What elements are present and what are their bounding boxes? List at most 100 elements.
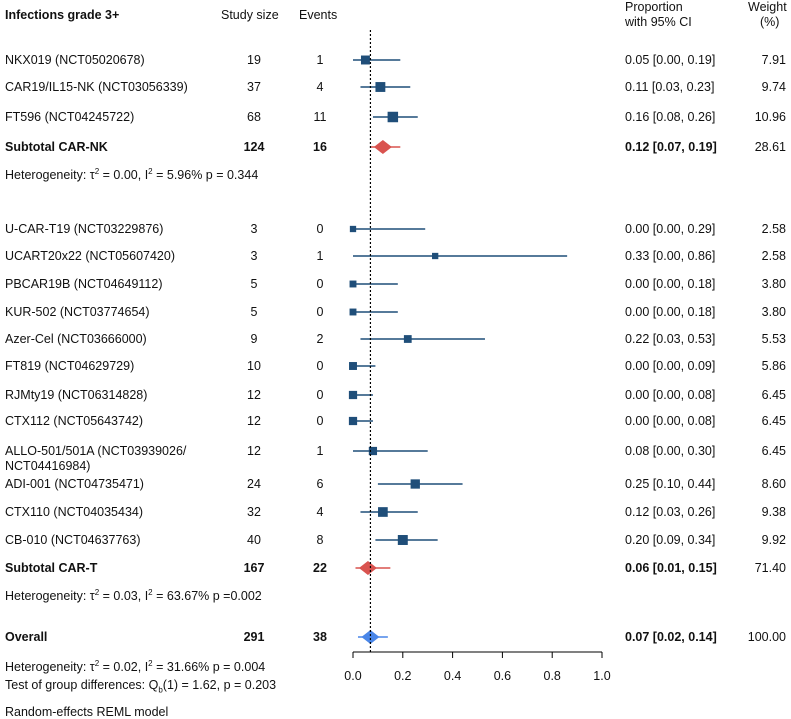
study-label: NKX019 (NCT05020678) <box>5 53 145 67</box>
study-label: CTX110 (NCT04035434) <box>5 505 144 519</box>
study-weight: 6.45 <box>761 388 786 402</box>
study-label: CAR19/IL15-NK (NCT03056339) <box>5 80 188 94</box>
study-ci-text: 0.00 [0.00, 0.09] <box>625 359 716 373</box>
estimate-square <box>397 535 408 545</box>
subtotal-ci-text: 0.12 [0.07, 0.19] <box>625 140 717 154</box>
study-weight: 7.91 <box>761 53 786 67</box>
study-ci-text: 0.12 [0.03, 0.26] <box>625 505 716 519</box>
subtotal-label: Subtotal CAR-T <box>5 561 98 575</box>
estimate-square <box>375 82 386 92</box>
study-ci-text: 0.25 [0.10, 0.44] <box>625 477 716 491</box>
study-events: 0 <box>316 359 324 373</box>
study-size: 3 <box>250 222 258 236</box>
estimate-square <box>349 308 357 316</box>
overall-events: 38 <box>313 630 327 644</box>
study-size: 12 <box>247 388 261 402</box>
study-ci-text: 0.00 [0.00, 0.18] <box>625 305 716 319</box>
study-weight: 6.45 <box>761 444 786 458</box>
study-events: 6 <box>316 477 324 491</box>
study-ci-text: 0.33 [0.00, 0.86] <box>625 249 716 263</box>
study-ci-text: 0.05 [0.00, 0.19] <box>625 53 716 67</box>
estimate-square <box>387 111 399 123</box>
estimate-square <box>349 225 357 233</box>
subtotal-diamond <box>373 140 392 154</box>
study-events: 1 <box>316 249 324 263</box>
study-events: 1 <box>316 53 324 67</box>
estimate-square <box>368 446 378 456</box>
study-ci-text: 0.00 [0.00, 0.18] <box>625 277 716 291</box>
subtotal-ci-text: 0.06 [0.01, 0.15] <box>625 561 717 575</box>
study-weight: 2.58 <box>761 249 786 263</box>
study-label: CB-010 (NCT04637763) <box>5 533 141 547</box>
study-weight: 9.92 <box>761 533 786 547</box>
x-axis-tick-label: 0.4 <box>444 669 461 683</box>
study-size: 9 <box>250 332 258 346</box>
overall-label: Overall <box>5 630 48 644</box>
estimate-square <box>410 479 420 489</box>
x-axis-tick-label: 0.2 <box>394 669 411 683</box>
study-weight: 9.38 <box>761 505 786 519</box>
model-note: Random-effects REML model <box>5 705 169 719</box>
subtotal-weight: 71.40 <box>754 561 786 575</box>
column-header-weight-1: Weight <box>748 0 787 14</box>
study-label: KUR-502 (NCT03774654) <box>5 305 150 319</box>
study-ci-text: 0.20 [0.09, 0.34] <box>625 533 716 547</box>
x-axis-tick-label: 1.0 <box>593 669 610 683</box>
x-axis-tick-label: 0.0 <box>344 669 361 683</box>
overall-weight: 100.00 <box>747 630 786 644</box>
study-weight: 5.86 <box>761 359 786 373</box>
study-label-line2: NCT04416984) <box>5 459 91 473</box>
study-ci-text: 0.08 [0.00, 0.30] <box>625 444 716 458</box>
study-events: 4 <box>316 80 324 94</box>
study-weight: 3.80 <box>761 305 786 319</box>
study-ci-text: 0.00 [0.00, 0.29] <box>625 222 716 236</box>
overall-diamond <box>361 630 380 644</box>
study-label: PBCAR19B (NCT04649112) <box>5 277 163 291</box>
study-size: 24 <box>247 477 261 491</box>
study-events: 0 <box>316 414 324 428</box>
study-ci-text: 0.00 [0.00, 0.08] <box>625 414 716 428</box>
subtotal-label: Subtotal CAR-NK <box>5 140 108 154</box>
estimate-square <box>432 252 439 260</box>
study-ci-text: 0.00 [0.00, 0.08] <box>625 388 716 402</box>
heterogeneity: Heterogeneity: τ2 = 0.00, I2 = 5.96% p =… <box>5 167 259 183</box>
subtotal-size: 167 <box>243 561 265 575</box>
x-axis-tick-label: 0.8 <box>544 669 561 683</box>
study-events: 11 <box>313 110 327 124</box>
study-events: 0 <box>316 305 324 319</box>
study-ci-text: 0.11 [0.03, 0.23] <box>625 80 715 94</box>
subtotal-weight: 28.61 <box>754 140 786 154</box>
subtotal-events: 16 <box>313 140 327 154</box>
study-weight: 6.45 <box>761 414 786 428</box>
study-label: ADI-001 (NCT04735471) <box>5 477 144 491</box>
study-size: 12 <box>247 444 261 458</box>
study-size: 40 <box>247 533 261 547</box>
study-label: RJMty19 (NCT06314828) <box>5 388 148 402</box>
study-ci-text: 0.22 [0.03, 0.53] <box>625 332 716 346</box>
study-label: FT596 (NCT04245722) <box>5 110 135 124</box>
heterogeneity: Heterogeneity: τ2 = 0.03, I2 = 63.67% p … <box>5 588 262 604</box>
overall-ci-text: 0.07 [0.02, 0.14] <box>625 630 717 644</box>
study-events: 0 <box>316 222 324 236</box>
study-ci-text: 0.16 [0.08, 0.26] <box>625 110 716 124</box>
study-weight: 9.74 <box>761 80 786 94</box>
study-size: 19 <box>247 53 261 67</box>
column-header-title: Infections grade 3+ <box>5 8 120 22</box>
study-events: 0 <box>316 277 324 291</box>
column-header-proportion-2: with 95% CI <box>625 15 692 29</box>
estimate-square <box>378 507 388 517</box>
study-label: FT819 (NCT04629729) <box>5 359 135 373</box>
x-axis-tick-label: 0.6 <box>494 669 511 683</box>
estimate-square <box>348 416 358 426</box>
subtotal-size: 124 <box>243 140 265 154</box>
study-weight: 5.53 <box>761 332 786 346</box>
subtotal-diamond <box>358 561 377 575</box>
study-weight: 8.60 <box>761 477 786 491</box>
study-label: CTX112 (NCT05643742) <box>5 414 144 428</box>
column-header-proportion-1: Proportion <box>625 0 683 14</box>
study-events: 1 <box>316 444 324 458</box>
study-events: 2 <box>316 332 324 346</box>
overall-size: 291 <box>243 630 265 644</box>
subtotal-events: 22 <box>313 561 327 575</box>
estimate-square <box>349 362 357 370</box>
